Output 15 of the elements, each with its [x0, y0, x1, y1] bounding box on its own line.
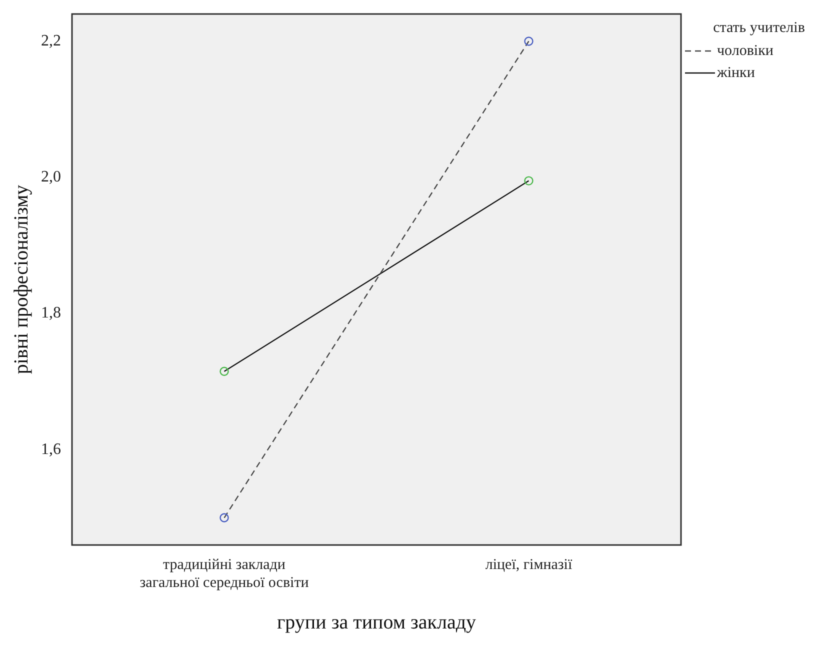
- x-tick-label: традиційні заклади загальної середньої освіти: [140, 556, 309, 591]
- y-tick-label: 1,8: [41, 304, 61, 322]
- y-tick-label: 1,6: [41, 440, 61, 458]
- y-tick-label: 2,2: [41, 32, 61, 50]
- legend-title: стать учителів: [713, 20, 805, 36]
- point: [220, 366, 229, 376]
- x-axis-title: групи за типом закладу: [276, 611, 476, 634]
- legend-label: чоловіки: [717, 42, 774, 59]
- x-tick-label: ліцеї, гімназії: [485, 556, 573, 573]
- y-tick-label: 2,0: [41, 168, 61, 186]
- y-axis-title: рівні професіоналізму: [10, 184, 32, 374]
- point: [524, 36, 534, 46]
- point: [220, 513, 229, 522]
- point: [524, 176, 534, 186]
- legend-label: жінки: [716, 64, 755, 81]
